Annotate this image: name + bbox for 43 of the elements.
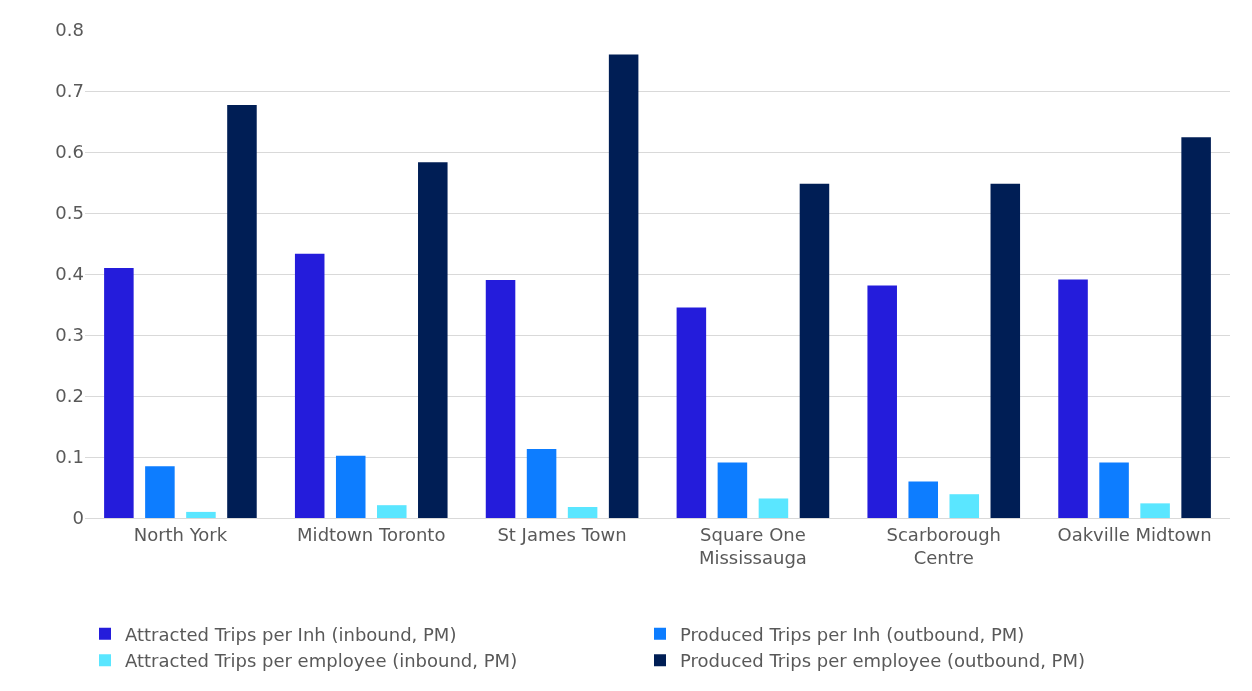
- bar: [799, 183, 830, 518]
- legend-label: Attracted Trips per Inh (inbound, PM): [125, 623, 457, 645]
- legend-label: Produced Trips per Inh (outbound, PM): [680, 623, 1025, 645]
- bar: [104, 267, 134, 518]
- x-tick-label: Oakville Midtown: [1057, 523, 1212, 545]
- bar: [485, 280, 516, 518]
- bar: [186, 511, 216, 518]
- bar: [418, 162, 448, 518]
- y-tick-label: 0.7: [55, 80, 84, 102]
- bar: [227, 105, 257, 518]
- bar: [567, 507, 598, 518]
- bar: [990, 183, 1021, 518]
- bar: [949, 494, 980, 518]
- y-tick-label: 0.6: [55, 141, 84, 163]
- y-tick-label: 0.4: [55, 263, 84, 285]
- bar: [1099, 462, 1129, 518]
- bar: [608, 54, 639, 518]
- bar: [376, 505, 407, 518]
- bar: [294, 253, 325, 518]
- bar: [717, 462, 748, 518]
- x-tick-label: Scarborough Centre: [886, 523, 1001, 568]
- legend-label: Attracted Trips per employee (inbound, PM): [125, 650, 518, 672]
- x-tick-label: North York: [133, 523, 228, 545]
- y-tick-label: 0.3: [55, 324, 84, 346]
- y-tick-label: 0.8: [55, 19, 84, 41]
- legend-label: Produced Trips per employee (outbound, PM): [680, 650, 1086, 672]
- bar: [1058, 279, 1088, 518]
- bar: [908, 481, 939, 518]
- y-tick-label: 0.5: [55, 202, 84, 224]
- bar: [1181, 137, 1211, 518]
- bar: [526, 449, 557, 518]
- x-tick-label: St James Town: [497, 523, 627, 545]
- x-tick-label: Square One Mississauga: [698, 523, 807, 568]
- bar: [335, 455, 366, 518]
- x-tick-label: Midtown Toronto: [297, 523, 446, 545]
- bar: [758, 498, 789, 518]
- y-tick-label: 0: [72, 507, 84, 529]
- bar: [867, 285, 897, 518]
- bar: [676, 307, 707, 518]
- y-tick-label: 0.2: [55, 385, 84, 407]
- bar: [1140, 503, 1170, 518]
- bar: [145, 466, 175, 518]
- y-tick-label: 0.1: [55, 446, 84, 468]
